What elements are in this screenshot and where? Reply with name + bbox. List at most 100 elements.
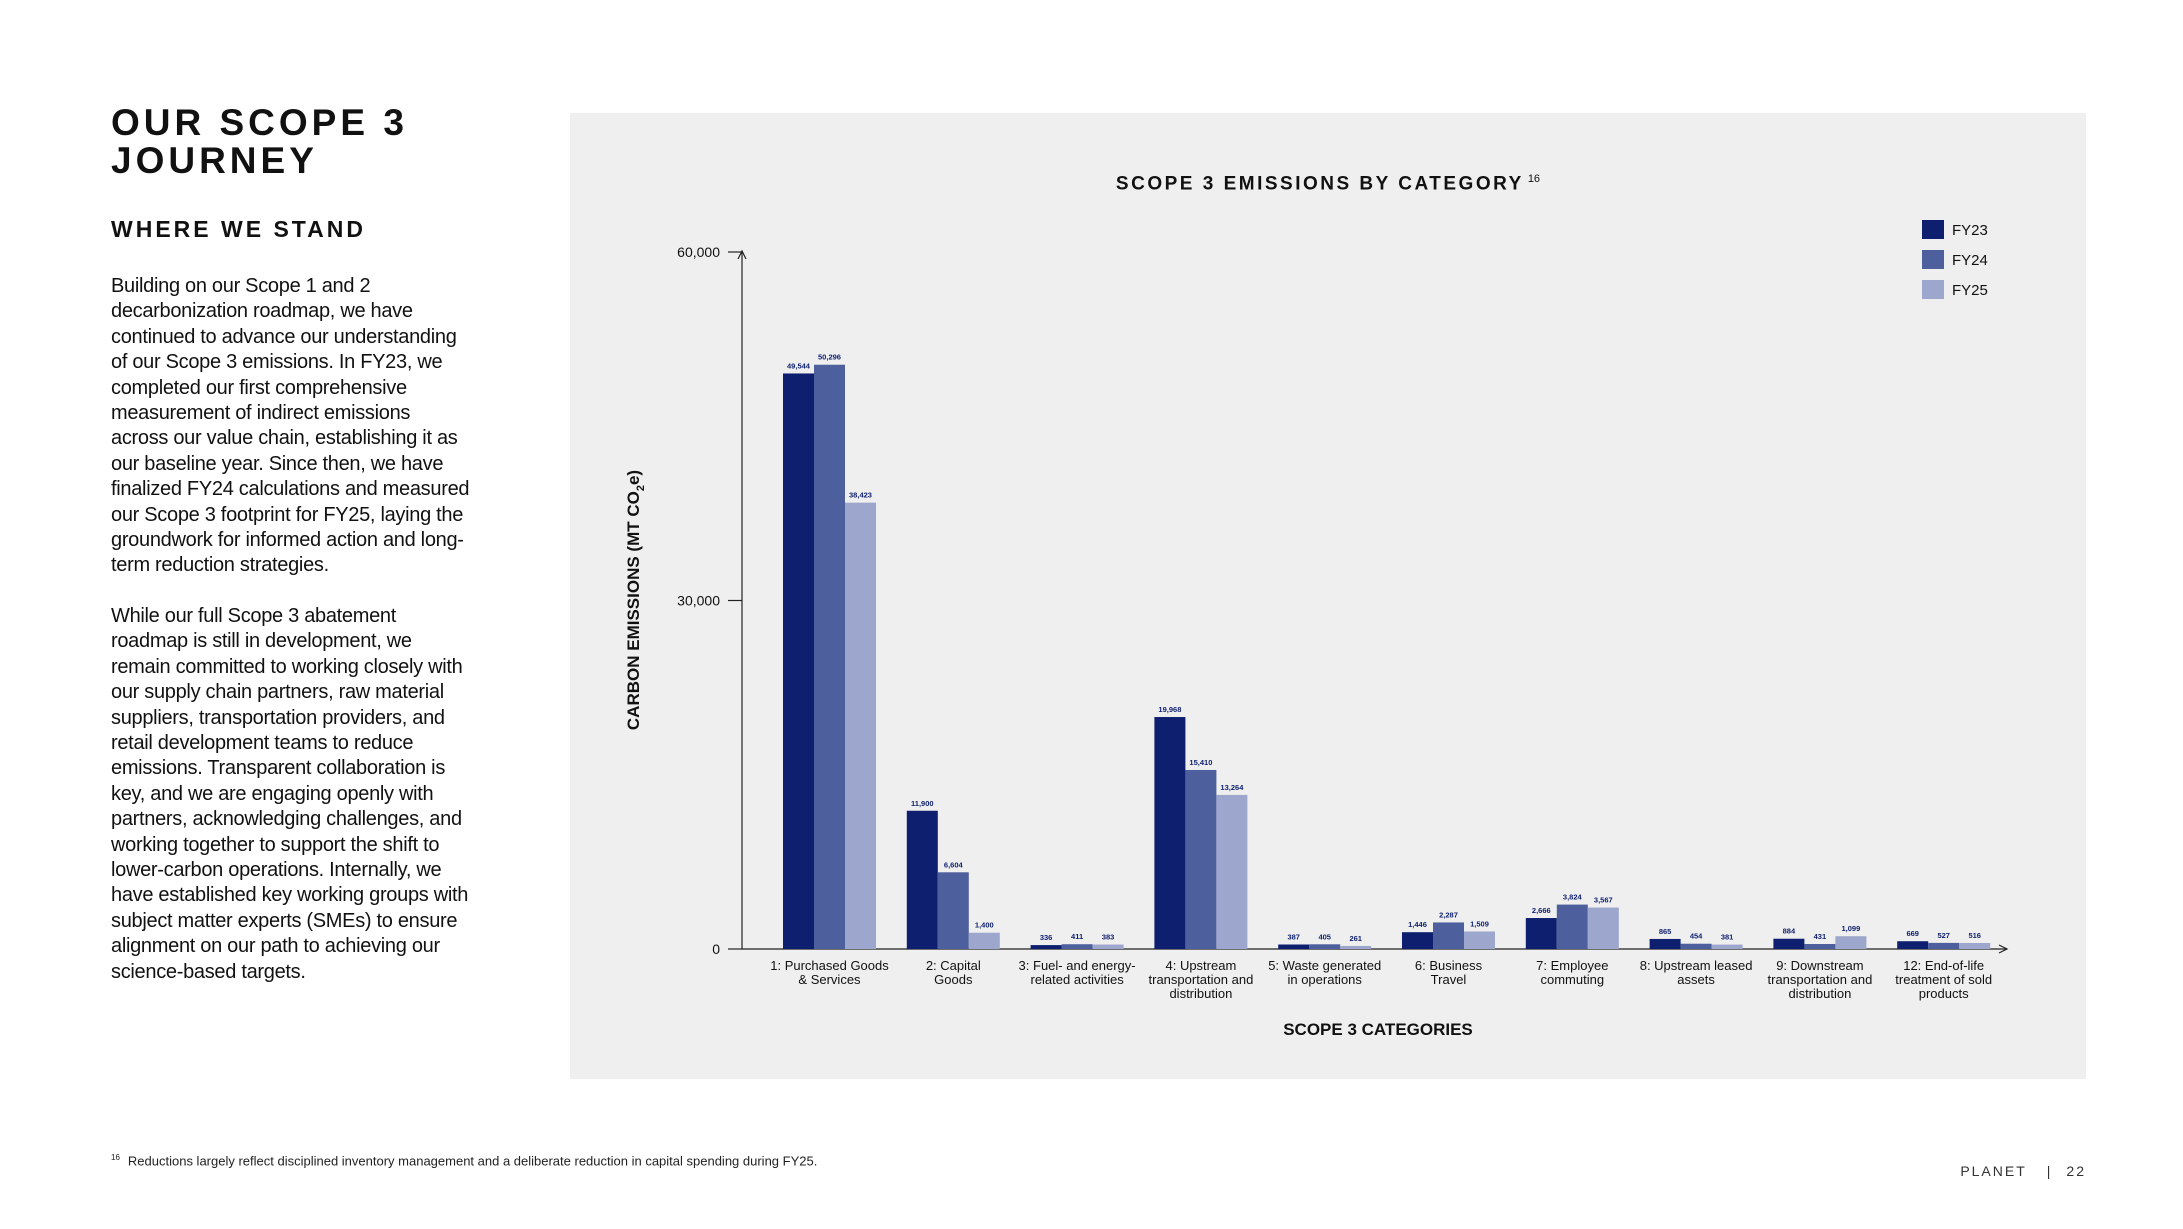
footer-separator: |	[2046, 1163, 2053, 1179]
x-axis-label: SCOPE 3 CATEGORIES	[1283, 1020, 1473, 1039]
bar-data-label: 19,968	[1158, 705, 1181, 714]
x-tick-label: 1: Purchased Goods	[770, 958, 889, 973]
page-footer: PLANET | 22	[1960, 1163, 2086, 1179]
body-text: Building on our Scope 1 and 2 decarboniz…	[111, 274, 471, 1010]
x-tick-label: 12: End-of-life	[1903, 958, 1984, 973]
x-tick-label: & Services	[798, 972, 861, 987]
bar	[814, 364, 845, 949]
bar	[1030, 945, 1062, 949]
paragraph-1: Building on our Scope 1 and 2 decarboniz…	[111, 275, 470, 577]
bar-data-label: 49,544	[787, 361, 811, 370]
x-tick-label: related activities	[1030, 972, 1124, 987]
bar	[1278, 944, 1310, 949]
footnote-text: Reductions largely reflect disciplined i…	[127, 1153, 818, 1169]
bar	[1897, 941, 1929, 949]
chart-title-footnote-marker: 16	[1527, 173, 1541, 185]
x-tick-label: Travel	[1431, 972, 1467, 987]
x-tick-label: assets	[1677, 972, 1715, 987]
y-tick-label: 0	[712, 941, 720, 957]
bar	[1649, 938, 1681, 949]
bar	[1309, 944, 1341, 949]
y-axis-label-part: e)	[624, 470, 643, 485]
bar-data-label: 6,604	[944, 860, 964, 869]
x-tick-label: 4: Upstream	[1165, 958, 1236, 973]
page-number: 22	[2066, 1163, 2086, 1179]
bar-data-label: 381	[1721, 933, 1734, 942]
bar-data-label: 865	[1659, 927, 1672, 936]
bar	[1587, 907, 1619, 949]
bar	[968, 932, 1000, 949]
bar-data-label: 454	[1690, 932, 1703, 941]
bar-data-label: 431	[1814, 932, 1827, 941]
bar-data-label: 516	[1968, 931, 1981, 940]
bar-data-label: 669	[1906, 929, 1919, 938]
bar	[1773, 938, 1805, 949]
y-axis-label-subscript: 2	[635, 485, 647, 491]
bar-data-label: 261	[1349, 934, 1362, 943]
bar	[1216, 794, 1248, 949]
y-tick-label: 30,000	[677, 593, 720, 609]
bar-data-label: 1,099	[1842, 924, 1861, 933]
x-tick-label: 7: Employee	[1536, 958, 1608, 973]
bar-data-label: 1,446	[1408, 920, 1427, 929]
x-tick-label: treatment of sold	[1895, 972, 1992, 987]
bar	[845, 502, 876, 949]
bar	[1928, 942, 1960, 949]
bar	[1464, 931, 1495, 949]
y-axis-arrow	[737, 249, 747, 260]
chart-title: SCOPE 3 EMISSIONS BY CATEGORY 16	[570, 173, 2086, 195]
bar	[1711, 944, 1743, 949]
legend-swatch	[1922, 220, 1944, 239]
bar	[1402, 932, 1433, 949]
page-title-line-2: JOURNEY	[111, 140, 318, 181]
bar-data-label: 383	[1102, 933, 1115, 942]
chart-title-text: SCOPE 3 EMISSIONS BY CATEGORY	[1115, 173, 1524, 195]
bar-chart: 0 30,000 60,000 CARBON EMISSIONS (MT CO2e) 4…	[624, 220, 2009, 1039]
footnote-marker: 16	[111, 1153, 120, 1162]
bar	[1680, 943, 1712, 949]
y-axis-label-part: CARBON EMISSIONS (MT CO	[624, 491, 643, 730]
x-tick-label: distribution	[1788, 986, 1851, 1001]
bar	[783, 373, 814, 949]
bar-data-label: 2,666	[1532, 906, 1551, 915]
page-title: OUR SCOPE 3 JOURNEY	[111, 104, 408, 180]
x-tick-label: commuting	[1541, 972, 1605, 987]
bar-data-label: 3,824	[1563, 893, 1583, 902]
x-tick-label: 8: Upstream leased	[1640, 958, 1753, 973]
bar	[906, 810, 938, 949]
x-tick-label: Goods	[934, 972, 973, 987]
bar-data-label: 336	[1040, 933, 1053, 942]
y-tick-label: 60,000	[677, 244, 720, 260]
x-tick-label: 2: Capital	[926, 958, 981, 973]
paragraph-2: While our full Scope 3 abatement roadmap…	[111, 604, 469, 983]
bar-data-label: 1,400	[975, 921, 994, 930]
bar	[1092, 944, 1124, 949]
x-tick-label: 5: Waste generated	[1268, 958, 1381, 973]
bar-data-label: 2,287	[1439, 910, 1458, 919]
legend-label: FY23	[1952, 222, 1988, 239]
bar	[1835, 936, 1867, 949]
bar	[1340, 945, 1372, 949]
x-tick-label: in operations	[1287, 972, 1362, 987]
bar-data-label: 405	[1318, 932, 1331, 941]
x-axis-arrow	[1998, 944, 2009, 954]
brand-name: PLANET	[1960, 1163, 2027, 1179]
bar-data-label: 13,264	[1220, 783, 1244, 792]
bar	[1959, 943, 1991, 949]
bar	[937, 872, 969, 949]
x-tick-label: transportation and	[1149, 972, 1254, 987]
legend-swatch	[1922, 280, 1944, 299]
bar-data-label: 38,423	[849, 491, 872, 500]
bar-data-label: 411	[1071, 932, 1083, 941]
chart-panel: SCOPE 3 EMISSIONS BY CATEGORY 16 0 30,000 6…	[570, 113, 2086, 1079]
bar	[1154, 717, 1186, 949]
legend-swatch	[1922, 250, 1944, 269]
bar-data-label: 15,410	[1189, 758, 1212, 767]
x-tick-label: products	[1919, 986, 1969, 1001]
bar-data-label: 387	[1287, 933, 1300, 942]
bar-data-label: 1,509	[1470, 919, 1489, 928]
footnote: 16 Reductions largely reflect disciplined…	[111, 1153, 817, 1168]
x-tick-label: transportation and	[1768, 972, 1873, 987]
x-tick-label: 6: Business	[1415, 958, 1483, 973]
bar-data-label: 3,567	[1594, 896, 1613, 905]
